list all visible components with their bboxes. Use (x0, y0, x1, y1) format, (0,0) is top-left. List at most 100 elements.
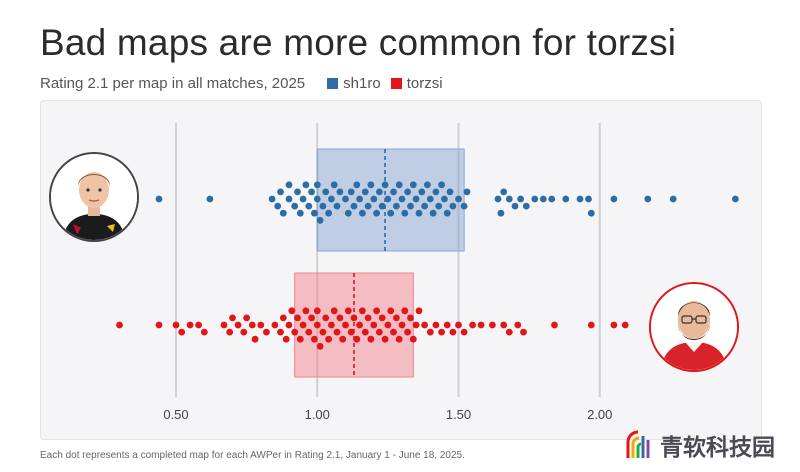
dot-torzsi (240, 328, 248, 336)
legend-label-torzsi: torzsi (406, 75, 443, 92)
dot-sh1ro (407, 202, 414, 210)
dot-torzsi (288, 307, 296, 315)
legend-item-sh1ro[interactable]: sh1ro (327, 75, 381, 92)
dot-sh1ro (562, 195, 570, 203)
dot-sh1ro (505, 195, 513, 203)
dot-sh1ro (404, 188, 411, 196)
dot-torzsi (551, 321, 558, 329)
dot-sh1ro (443, 209, 451, 217)
dot-sh1ro (610, 195, 618, 203)
dot-sh1ro (308, 188, 315, 196)
dot-torzsi (234, 321, 242, 329)
dot-sh1ro (313, 195, 321, 203)
dot-sh1ro (336, 188, 344, 196)
dot-sh1ro (279, 209, 287, 217)
dot-torzsi (296, 335, 304, 343)
dot-torzsi (200, 328, 208, 336)
dot-torzsi (376, 328, 383, 336)
dot-sh1ro (390, 188, 397, 196)
dot-sh1ro (316, 216, 324, 224)
x-tick-label: 0.50 (163, 407, 188, 422)
dot-sh1ro (347, 188, 355, 196)
dot-torzsi (313, 307, 321, 315)
dot-torzsi (364, 314, 372, 322)
dot-torzsi (421, 321, 428, 329)
dot-torzsi (263, 328, 270, 336)
dot-torzsi (336, 314, 344, 322)
dot-torzsi (393, 314, 400, 322)
dot-sh1ro (330, 181, 338, 189)
x-axis-ticks: 0.50 1.00 1.50 2.00 (163, 407, 612, 422)
dot-torzsi (438, 328, 445, 336)
dot-sh1ro (393, 202, 400, 210)
dot-sh1ro (353, 181, 361, 189)
dot-torzsi (443, 321, 451, 329)
dot-torzsi (412, 321, 420, 329)
dot-torzsi (587, 321, 595, 329)
dot-sh1ro (311, 209, 318, 217)
dot-torzsi (226, 328, 234, 336)
dot-sh1ro (424, 181, 431, 189)
dot-torzsi (520, 328, 527, 336)
dot-torzsi (229, 314, 236, 322)
dot-torzsi (325, 335, 332, 343)
dot-torzsi (316, 342, 324, 350)
dot-sh1ro (409, 181, 417, 189)
rainbow-arc-logo-icon (626, 430, 650, 458)
dot-torzsi (178, 328, 186, 336)
dot-torzsi (339, 335, 347, 343)
dot-sh1ro (387, 209, 395, 217)
dot-torzsi (285, 321, 293, 329)
dot-torzsi (279, 314, 287, 322)
watermark: 青软科技园 (622, 428, 775, 462)
dot-sh1ro (548, 195, 556, 203)
dot-sh1ro (732, 195, 739, 203)
dot-torzsi (387, 307, 395, 315)
dot-sh1ro (364, 202, 372, 210)
dot-sh1ro (344, 209, 352, 217)
dot-sh1ro (302, 181, 310, 189)
beeswarm-chart: 0.50 1.00 1.50 2.00 (116, 123, 739, 422)
dot-sh1ro (576, 195, 584, 203)
legend-label-sh1ro: sh1ro (343, 75, 381, 92)
dot-torzsi (398, 321, 406, 329)
dot-torzsi (390, 328, 397, 336)
dot-sh1ro (418, 188, 426, 196)
dot-torzsi (251, 335, 259, 343)
dot-sh1ro (587, 209, 595, 217)
dot-sh1ro (285, 195, 293, 203)
dot-sh1ro (350, 202, 358, 210)
dot-sh1ro (361, 188, 369, 196)
dot-torzsi (384, 321, 392, 329)
dot-sh1ro (511, 202, 519, 210)
dot-torzsi (172, 321, 180, 329)
dot-sh1ro (522, 202, 530, 210)
dot-sh1ro (497, 209, 505, 217)
dot-torzsi (220, 321, 228, 329)
dot-sh1ro (384, 195, 392, 203)
dot-torzsi (381, 335, 389, 343)
dot-sh1ro (356, 195, 363, 203)
dot-torzsi (291, 328, 299, 336)
dot-sh1ro (500, 188, 508, 196)
dot-torzsi (330, 307, 338, 315)
dot-sh1ro (455, 195, 462, 203)
dot-sh1ro (415, 209, 423, 217)
chart-area: 0.50 1.00 1.50 2.00 (40, 100, 762, 440)
dot-sh1ro (494, 195, 502, 203)
dot-sh1ro (421, 202, 428, 210)
dot-torzsi (401, 307, 409, 315)
avatar-sh1ro (49, 152, 139, 242)
chart-subtitle: Rating 2.1 per map in all matches, 2025 (40, 75, 306, 92)
dot-sh1ro (401, 209, 409, 217)
dot-torzsi (311, 335, 318, 343)
dot-sh1ro (398, 195, 406, 203)
dot-torzsi (319, 328, 327, 336)
dot-sh1ro (463, 188, 471, 196)
dot-sh1ro (378, 202, 386, 210)
dot-torzsi (313, 321, 321, 329)
dot-torzsi (432, 321, 440, 329)
dot-torzsi (621, 321, 629, 329)
legend-item-torzsi[interactable]: torzsi (390, 75, 443, 92)
legend: sh1ro torzsi (327, 75, 452, 92)
